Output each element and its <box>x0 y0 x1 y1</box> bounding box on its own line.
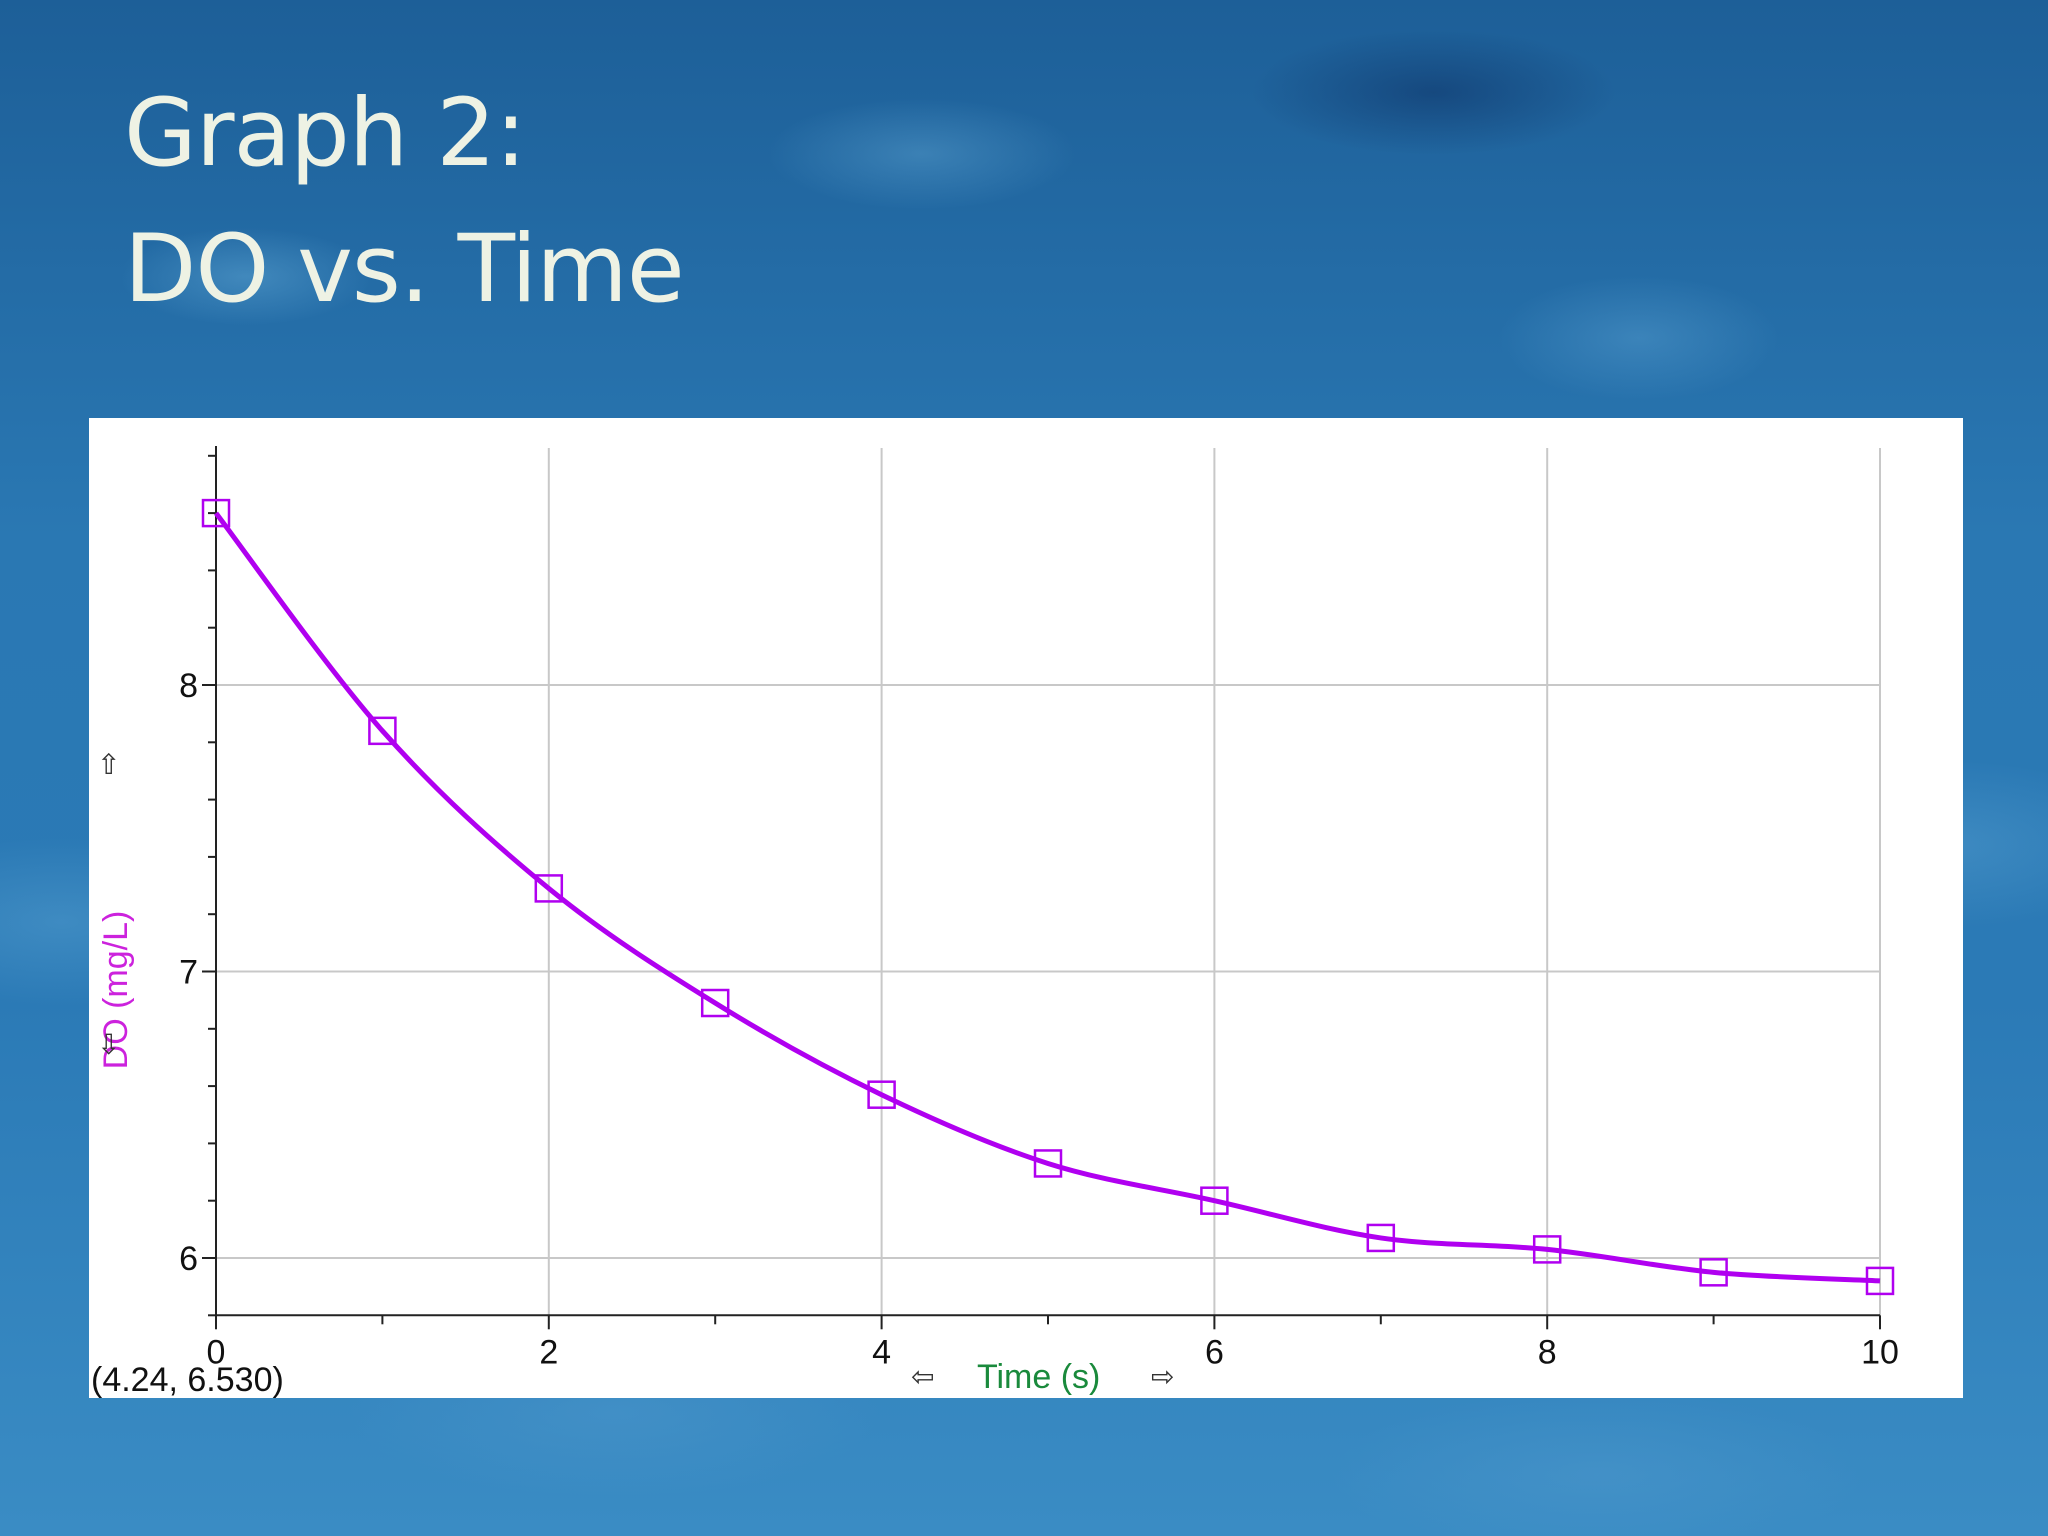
x-scroll-left-icon[interactable]: ⇦ <box>911 1360 934 1393</box>
data-point <box>1699 1258 1728 1287</box>
tick-labels: 0 2 4 6 8 10 6 7 8 <box>179 667 1899 1371</box>
x-axis-label: Time (s) <box>977 1358 1100 1396</box>
coordinate-readout: (4.24, 6.530) <box>91 1361 284 1398</box>
data-point <box>867 1080 896 1109</box>
slide-title-line1: Graph 2: <box>124 79 527 188</box>
axes <box>202 446 1881 1330</box>
data-point <box>368 716 397 746</box>
x-tick-label: 2 <box>539 1333 558 1371</box>
graph-panel: 0 2 4 6 8 10 6 7 8 (4.24, 6.530) ⇦ Time (s) ⇨ ⇧ … <box>89 418 1963 1398</box>
slide-title: Graph 2: DO vs. Time <box>124 66 685 338</box>
data-point <box>1033 1149 1063 1178</box>
x-tick-label: 8 <box>1538 1333 1557 1371</box>
x-tick-label: 4 <box>872 1333 891 1371</box>
data-point <box>1532 1235 1562 1264</box>
y-tick-label: 6 <box>179 1240 198 1278</box>
y-scroll-up-icon[interactable]: ⇧ <box>97 748 120 781</box>
y-axis-label: DO (mg/L) <box>97 911 135 1070</box>
x-tick-label: 6 <box>1205 1333 1224 1371</box>
data-markers <box>201 498 1895 1296</box>
data-point <box>1366 1223 1396 1253</box>
x-tick-label: 0 <box>207 1333 226 1371</box>
x-tick-label: 10 <box>1861 1333 1899 1371</box>
data-point <box>1865 1266 1895 1296</box>
grid-lines <box>216 448 1881 1316</box>
data-point <box>201 498 231 528</box>
y-scroll-down-icon[interactable]: ⇩ <box>97 1028 120 1061</box>
x-scroll-right-icon[interactable]: ⇨ <box>1151 1360 1174 1393</box>
slide-title-line2: DO vs. Time <box>124 215 685 324</box>
data-point <box>1200 1186 1229 1215</box>
data-point <box>700 988 730 1018</box>
data-point <box>534 874 564 903</box>
y-tick-label: 8 <box>179 667 198 705</box>
y-tick-label: 7 <box>179 954 198 992</box>
series-line <box>214 511 1881 1284</box>
